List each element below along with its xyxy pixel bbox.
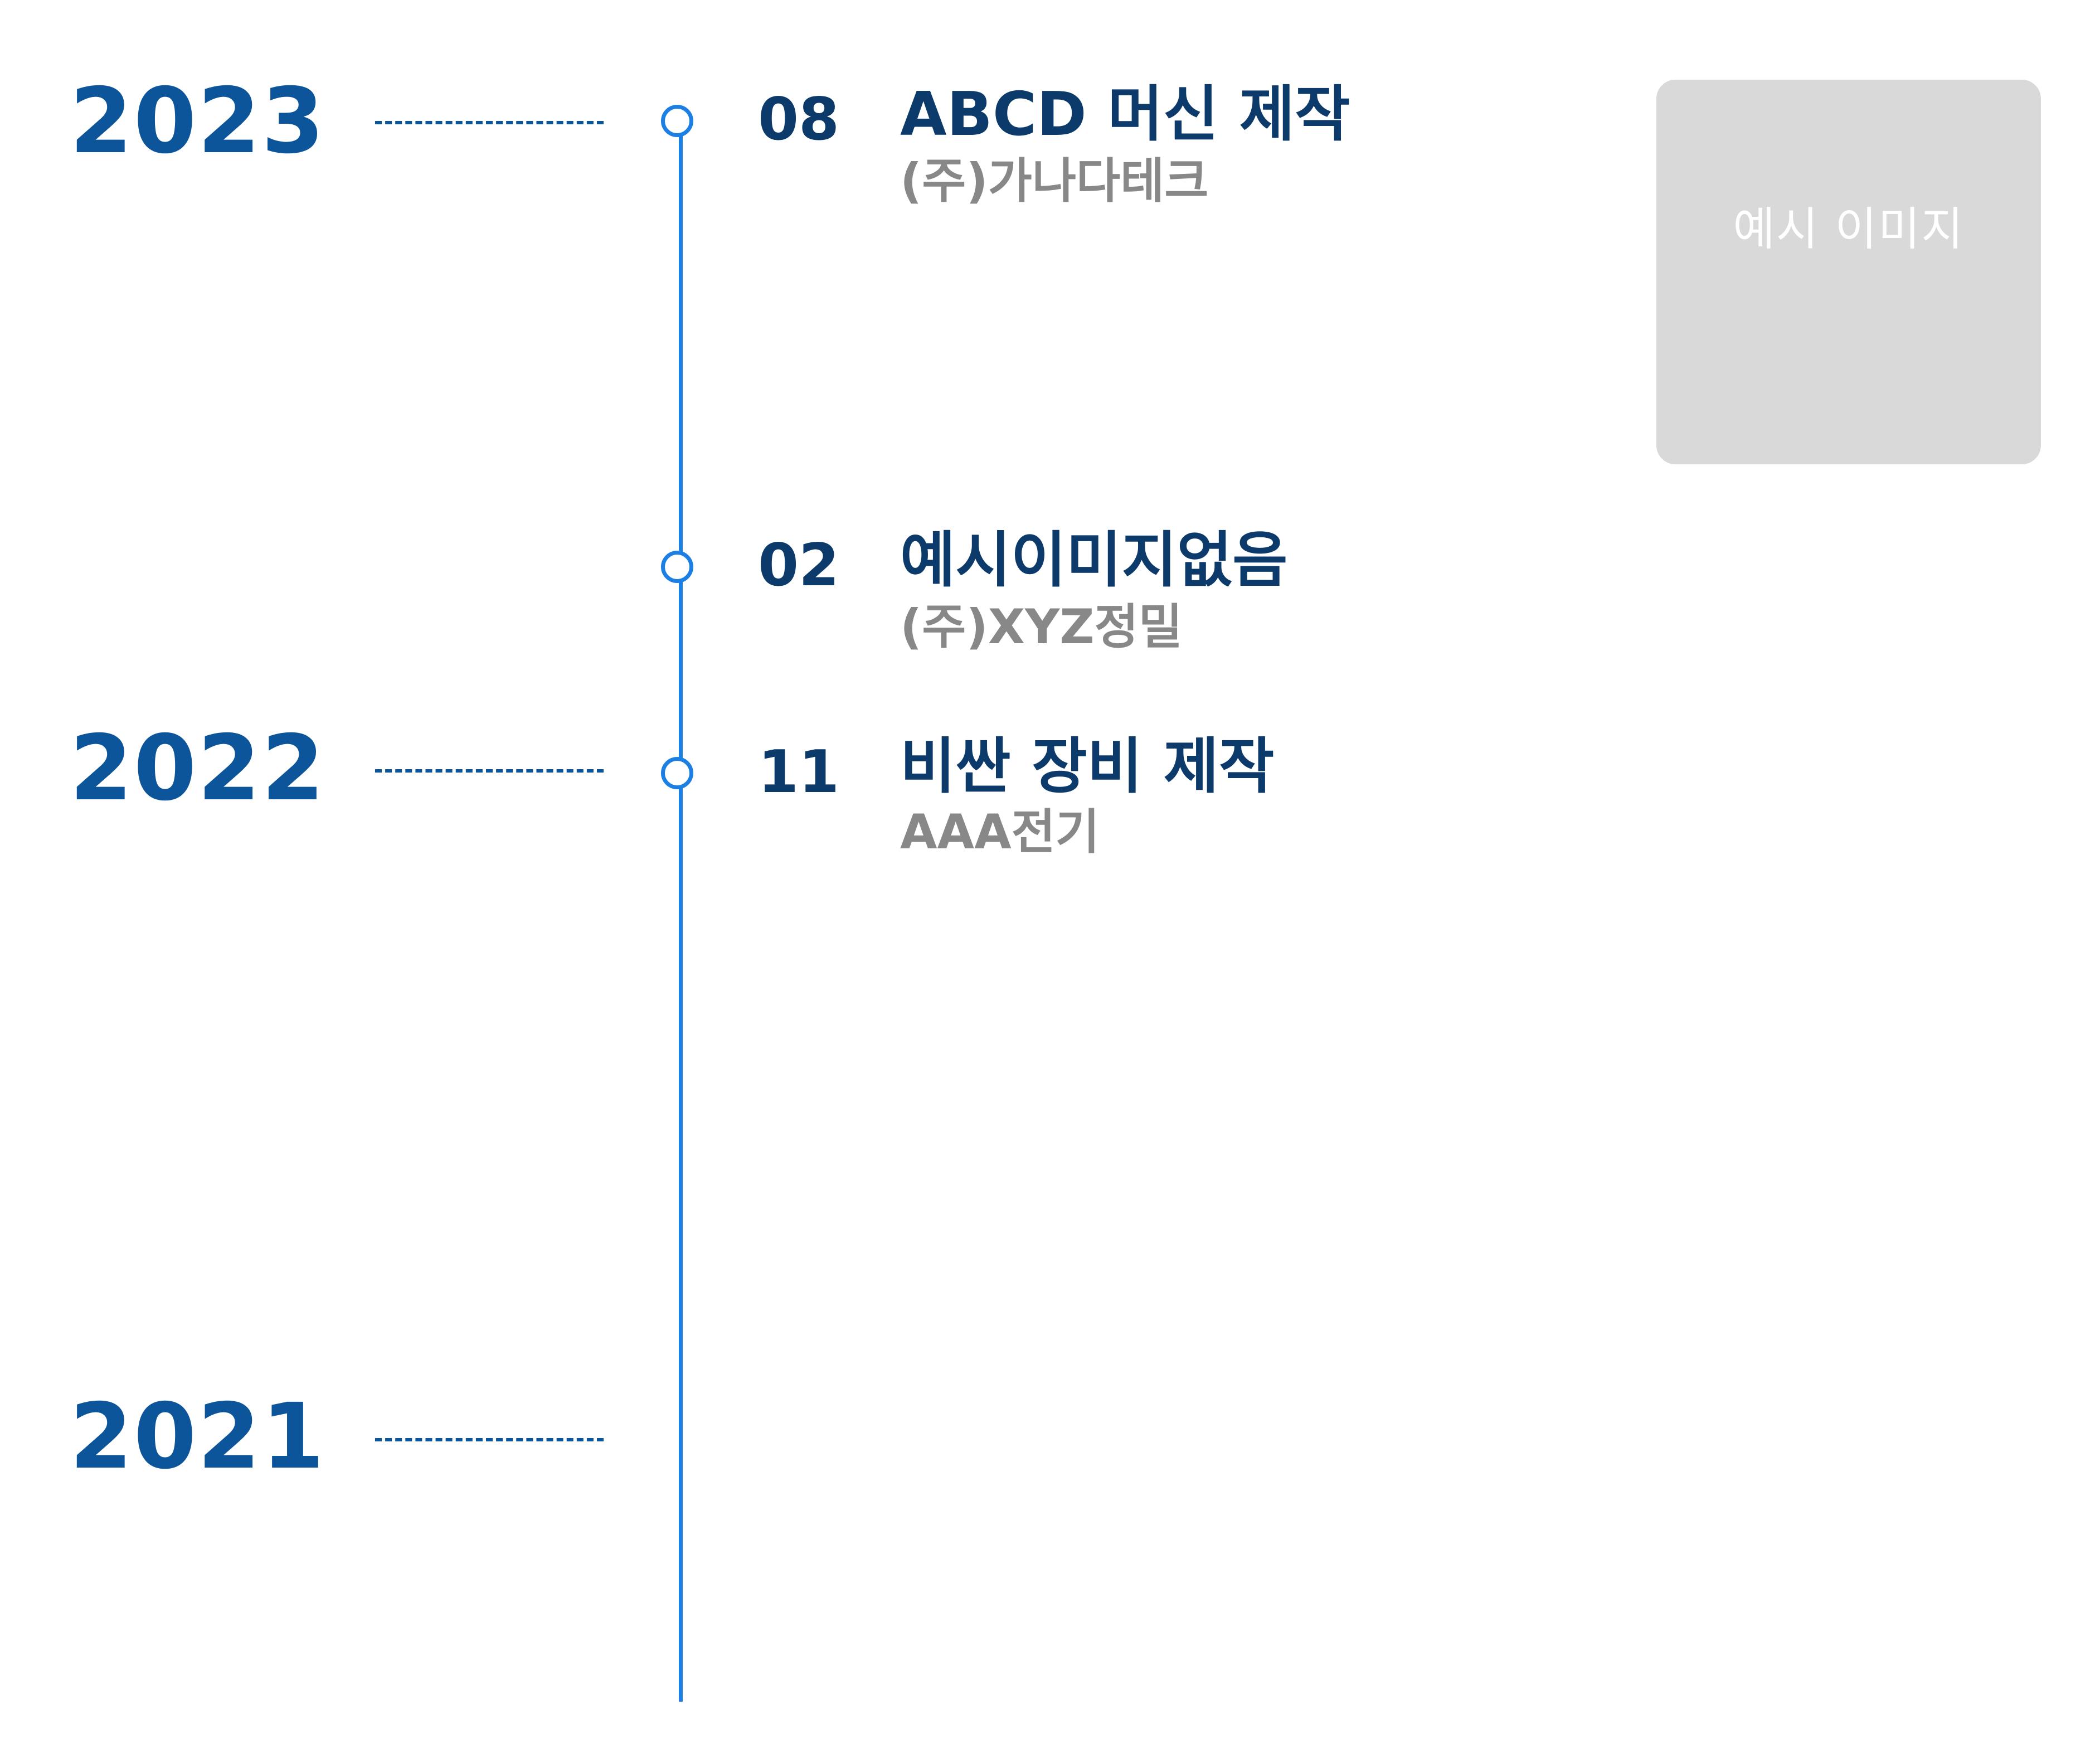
timeline-line [679, 121, 683, 1702]
year-label-2023: 2023 [70, 69, 325, 174]
event-company: (주)가나다테크 [900, 153, 1209, 209]
timeline-marker [661, 757, 693, 789]
event-month: 02 [758, 531, 840, 599]
event-title: ABCD 머신 제작 [900, 80, 1350, 149]
timeline-marker [661, 105, 693, 137]
event-company: AAA전기 [900, 804, 1100, 860]
event-title: 예시이미지없음 [900, 526, 1288, 595]
year-label-2022: 2022 [70, 716, 325, 821]
event-month: 08 [758, 85, 840, 153]
timeline-marker [661, 551, 693, 583]
image-placeholder-label: 예시 이미지 [1733, 202, 1965, 256]
event-image-placeholder: 예시 이미지 [1656, 80, 2041, 464]
event-title: 비싼 장비 제작 [900, 732, 1275, 802]
year-connector-2023 [375, 121, 604, 124]
year-connector-2021 [375, 1438, 604, 1441]
year-connector-2022 [375, 769, 604, 773]
event-month: 11 [758, 738, 840, 806]
event-company: (주)XYZ정밀 [900, 599, 1183, 655]
year-label-2021: 2021 [70, 1385, 325, 1489]
